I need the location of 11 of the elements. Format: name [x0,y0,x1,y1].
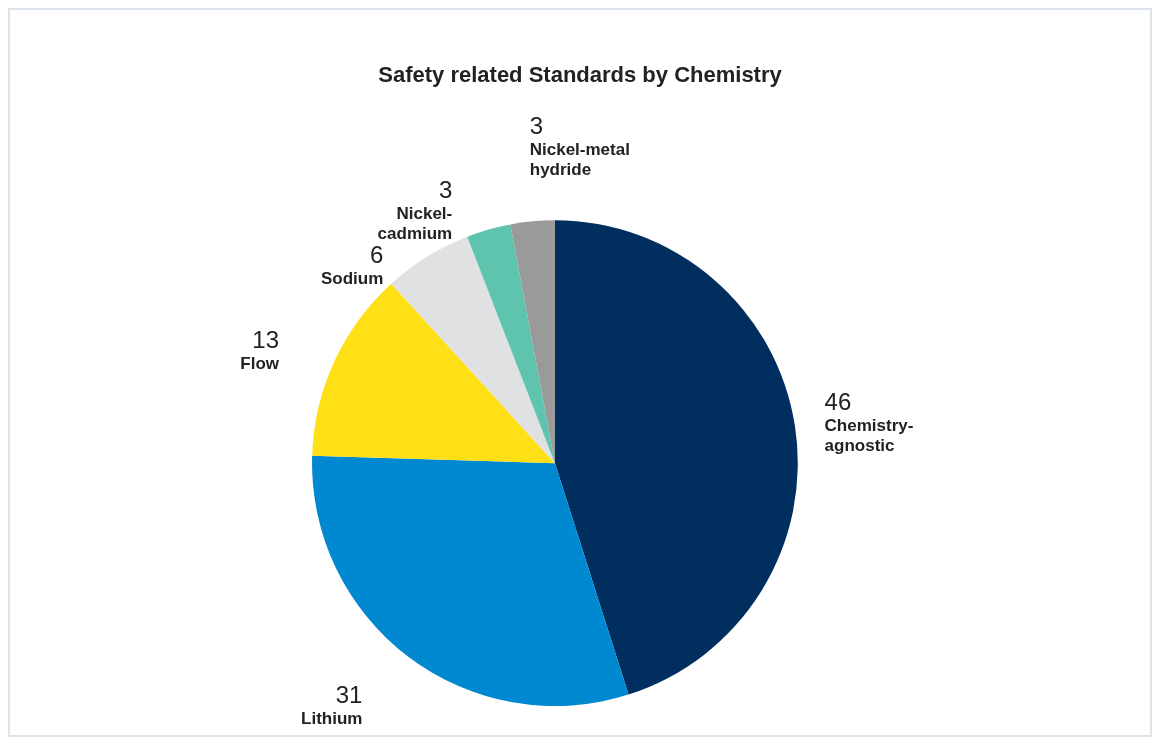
slice-label: Lithium [301,709,363,729]
data-label: 13 [252,325,280,353]
data-label: 46 [824,387,852,415]
data-label: 3 [529,111,544,139]
data-label: 31 [335,681,363,709]
slice-label: Sodium [320,268,384,288]
slice-label: Nickel-metal hydride [529,139,630,179]
slice-label: Flow [240,353,280,373]
chart-title: Safety related Standards by Chemistry [378,61,783,87]
data-label: 3 [438,176,453,204]
slice-label: Chemistry- agnostic [824,415,914,455]
